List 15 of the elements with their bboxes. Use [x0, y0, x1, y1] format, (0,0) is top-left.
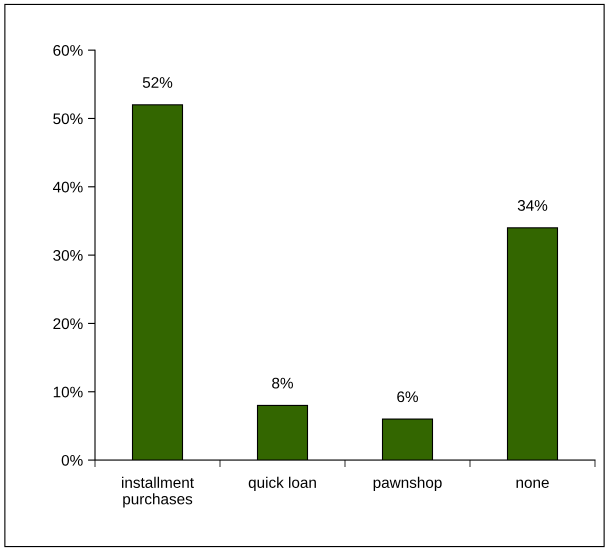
x-tick-label: installment purchases — [122, 476, 194, 508]
data-label: 8% — [272, 378, 293, 389]
data-label: 34% — [518, 200, 548, 211]
y-tick-label: 10% — [54, 386, 83, 398]
data-label: 52% — [142, 77, 172, 88]
y-tick-label: 60% — [53, 45, 83, 56]
x-tick-label: none — [516, 480, 549, 488]
data-label: 6% — [397, 391, 418, 402]
x-tick-label: quick loan — [248, 476, 316, 491]
y-tick-label: 20% — [53, 318, 83, 330]
x-tick-label: pawnshop — [374, 476, 442, 491]
y-tick-label: 50% — [53, 113, 83, 124]
y-tick-label: 0% — [62, 454, 83, 466]
y-tick-label: 30% — [53, 250, 83, 261]
y-tick-label: 40% — [52, 182, 83, 192]
